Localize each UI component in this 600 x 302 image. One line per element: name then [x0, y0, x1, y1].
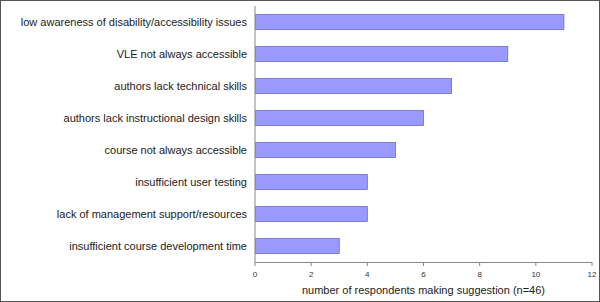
bar — [255, 175, 367, 190]
bar — [255, 239, 339, 254]
y-axis — [255, 6, 256, 262]
tick-label: 12 — [588, 270, 597, 279]
bar — [255, 207, 367, 222]
tick-label: 4 — [365, 270, 370, 279]
tick — [592, 262, 593, 266]
tick — [367, 262, 368, 266]
tick — [255, 262, 256, 266]
category-label: authors lack instructional design skills — [64, 112, 248, 124]
tick-label: 6 — [421, 270, 426, 279]
tick-label: 0 — [253, 270, 258, 279]
bar — [255, 47, 508, 62]
bar — [255, 111, 424, 126]
bar — [255, 143, 395, 158]
category-label: insufficient user testing — [135, 176, 247, 188]
tick-label: 8 — [477, 270, 482, 279]
category-label: insufficient course development time — [69, 240, 247, 252]
x-axis-label: number of respondents making suggestion … — [302, 284, 545, 296]
category-label: low awareness of disability/accessibilit… — [21, 16, 248, 28]
tick — [311, 262, 312, 266]
bar — [255, 79, 452, 94]
frame — [1, 1, 600, 302]
bar — [255, 15, 564, 30]
tick — [423, 262, 424, 266]
tick-label: 10 — [531, 270, 540, 279]
tick — [535, 262, 536, 266]
category-label: course not always accessible — [105, 144, 247, 156]
category-label: authors lack technical skills — [114, 80, 247, 92]
tick-label: 2 — [309, 270, 314, 279]
bars — [255, 15, 564, 254]
chart: low awareness of disability/accessibilit… — [0, 0, 600, 302]
category-label: VLE not always accessible — [117, 48, 247, 60]
category-label: lack of management support/resources — [57, 208, 248, 220]
tick — [479, 262, 480, 266]
